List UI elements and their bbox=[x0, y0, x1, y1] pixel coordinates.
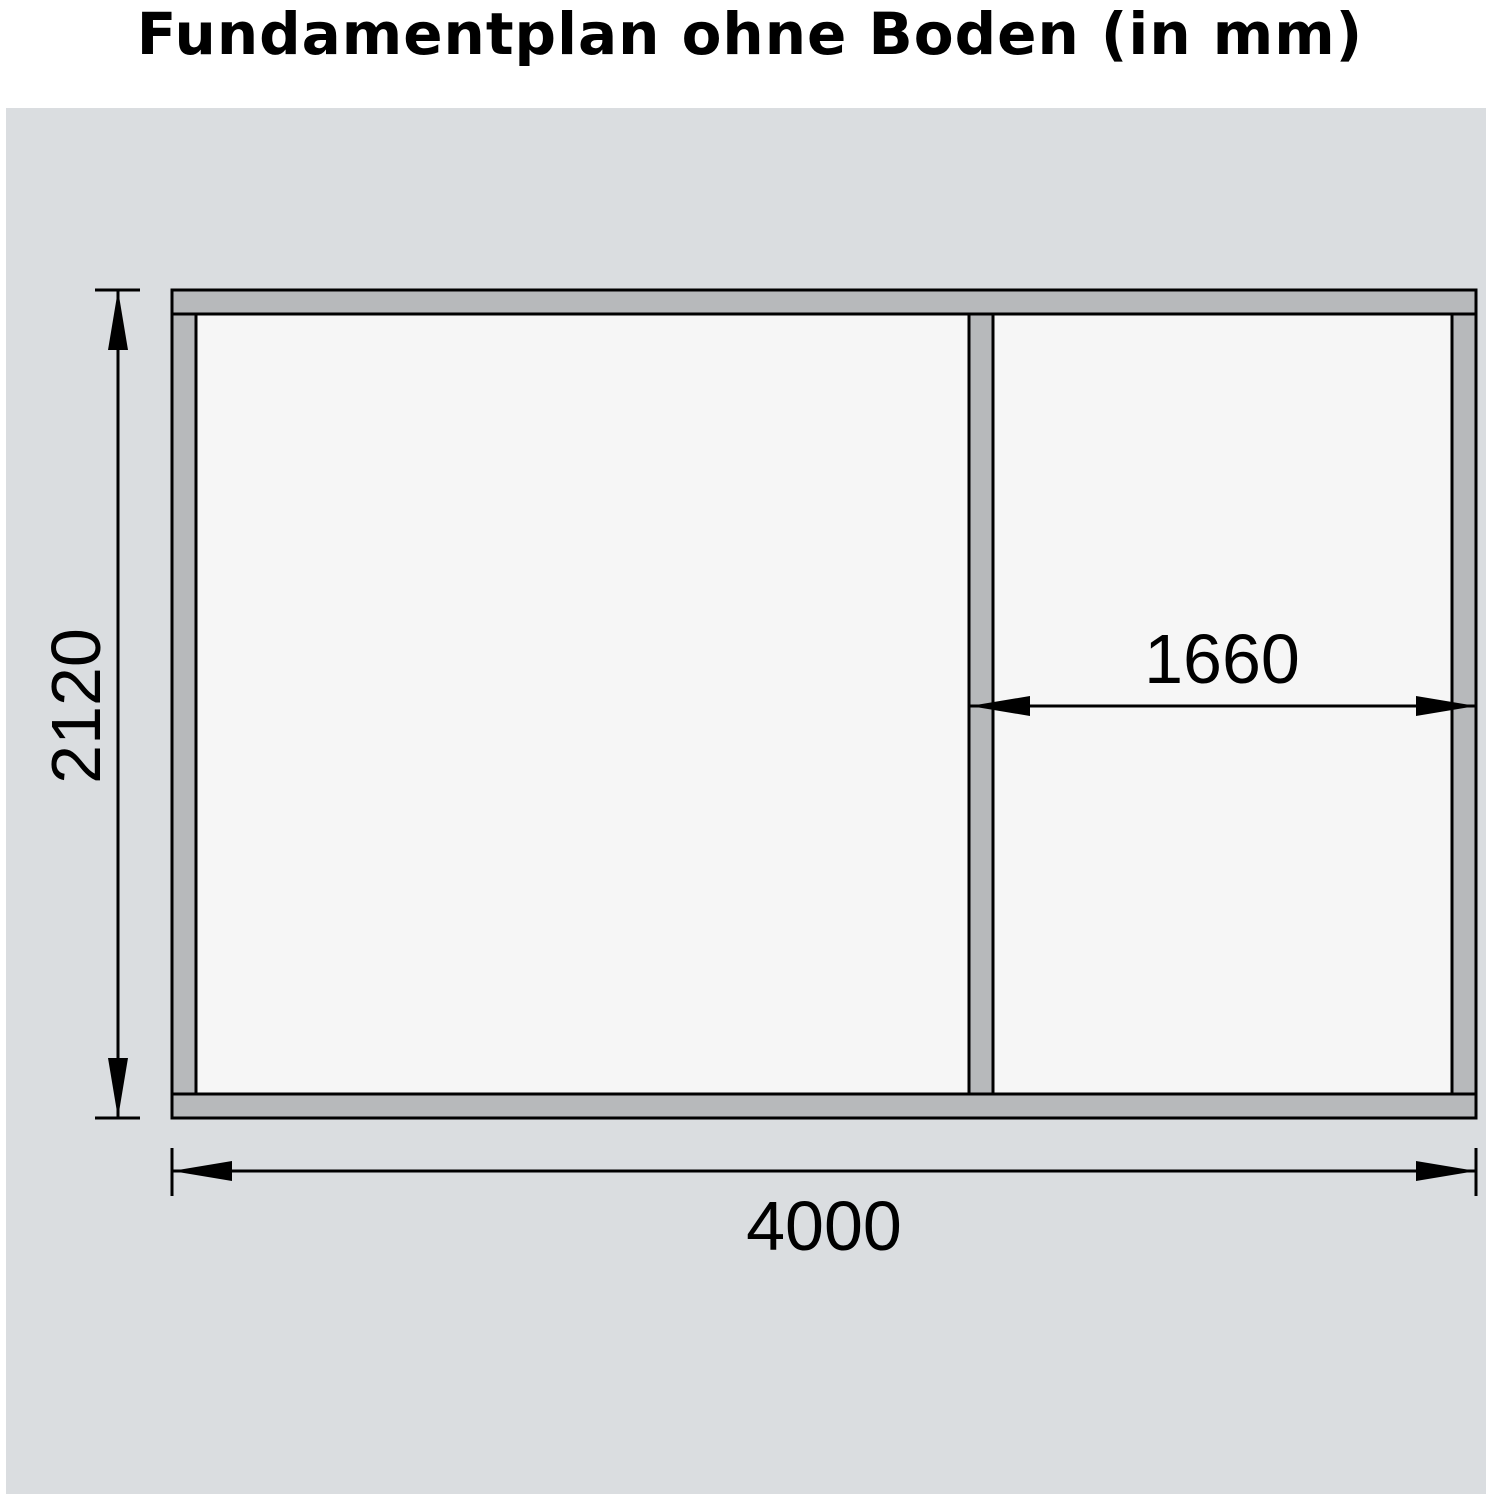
bottom-beam bbox=[170, 1092, 1478, 1120]
depth-dimension: 2120 bbox=[37, 288, 140, 1120]
depth-dimension-label: 2120 bbox=[37, 628, 115, 784]
partition-beam bbox=[967, 312, 995, 1096]
interior-area bbox=[170, 288, 1478, 1120]
right-beam bbox=[1450, 312, 1478, 1096]
width-dimension: 4000 bbox=[170, 1148, 1478, 1265]
page-title: Fundamentplan ohne Boden (in mm) bbox=[136, 0, 1364, 68]
partition-dimension: 1660 bbox=[970, 620, 1476, 716]
left-beam bbox=[170, 312, 198, 1096]
partition-dimension-label: 1660 bbox=[1144, 620, 1300, 698]
top-beam bbox=[170, 288, 1478, 316]
width-dimension-label: 4000 bbox=[746, 1187, 902, 1265]
